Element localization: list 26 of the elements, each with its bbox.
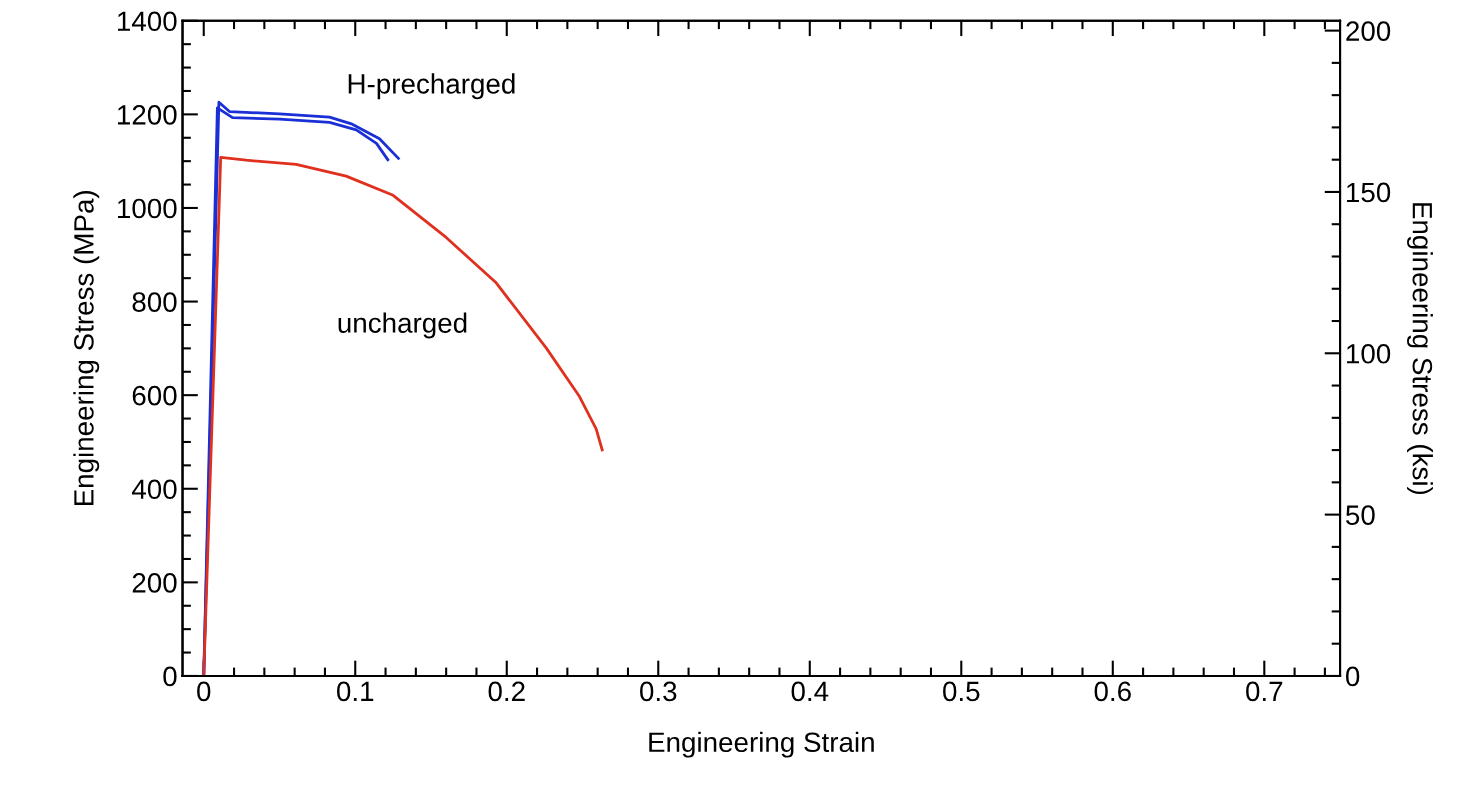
x-tick-label: 0.1	[337, 681, 374, 702]
x-tick-label: 0.5	[943, 681, 980, 702]
x-tick-label: 0	[197, 681, 211, 702]
annotation: H-precharged	[348, 73, 515, 100]
y-tick-label: 600	[132, 385, 177, 406]
x-tick-label: 0.4	[791, 681, 829, 702]
y2-tick-label: 100	[1347, 343, 1391, 364]
x-axis-title: Engineering Strain	[649, 731, 874, 758]
y-axis-title: Engineering Stress (MPa)	[73, 191, 100, 506]
y-tick-label: 200	[132, 573, 177, 593]
y2-axis-title: Engineering Stress (ksi)	[1407, 203, 1433, 495]
x-tick-label: 0.7	[1246, 681, 1283, 702]
y-tick-label: 800	[132, 292, 177, 312]
y2-tick-label: 50	[1346, 505, 1375, 525]
y-tick-label: 1200	[118, 105, 177, 125]
x-tick-label: 0.2	[488, 681, 525, 702]
y-tick-label: 400	[131, 479, 177, 500]
x-tick-label: 0.6	[1094, 681, 1131, 702]
y2-tick-label: 200	[1346, 21, 1391, 41]
y-tick-label: 1000	[118, 198, 177, 219]
y2-tick-label: 0	[1346, 666, 1360, 687]
annotation: uncharged	[338, 312, 467, 339]
x-tick-label: 0.3	[640, 681, 677, 702]
y-tick-label: 0	[163, 666, 177, 687]
y2-tick-label: 150	[1347, 182, 1391, 203]
y-tick-label: 1400	[118, 11, 177, 32]
